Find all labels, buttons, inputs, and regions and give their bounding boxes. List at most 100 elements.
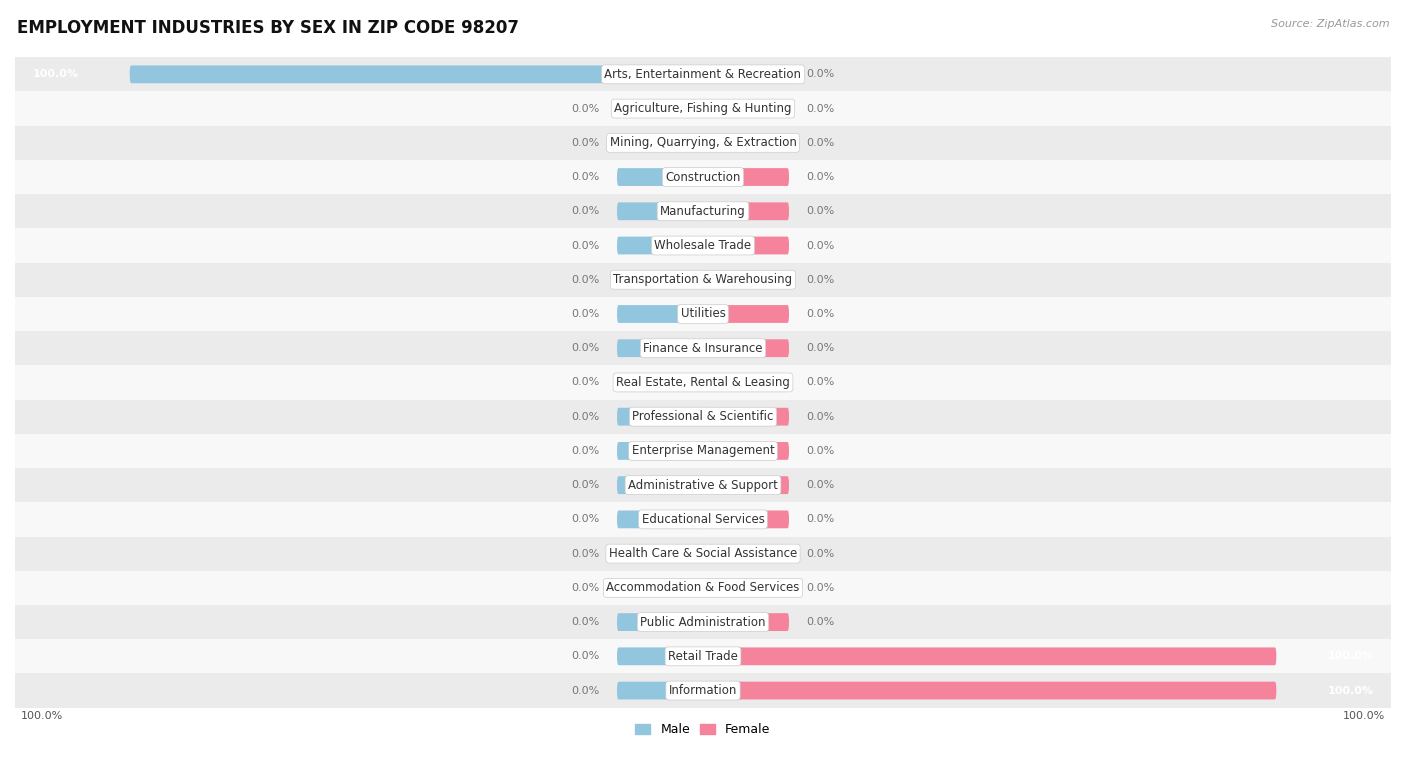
FancyBboxPatch shape [617,99,703,117]
Text: 0.0%: 0.0% [806,583,834,593]
FancyBboxPatch shape [703,203,789,220]
Text: 0.0%: 0.0% [806,172,834,182]
FancyBboxPatch shape [703,305,789,323]
Text: Utilities: Utilities [681,307,725,320]
Text: Agriculture, Fishing & Hunting: Agriculture, Fishing & Hunting [614,102,792,115]
Bar [15,92,1391,126]
Text: Enterprise Management: Enterprise Management [631,445,775,457]
Text: 0.0%: 0.0% [572,480,600,490]
Bar [15,400,1391,434]
Text: 100.0%: 100.0% [1327,685,1374,695]
Text: 0.0%: 0.0% [806,206,834,217]
Text: 0.0%: 0.0% [806,480,834,490]
Bar [15,605,1391,639]
Text: 0.0%: 0.0% [806,138,834,147]
FancyBboxPatch shape [617,476,703,494]
FancyBboxPatch shape [617,134,703,152]
FancyBboxPatch shape [703,339,789,357]
FancyBboxPatch shape [617,168,703,186]
Bar [15,297,1391,331]
Text: 0.0%: 0.0% [806,241,834,251]
Text: Wholesale Trade: Wholesale Trade [654,239,752,252]
Bar [15,331,1391,365]
Text: Retail Trade: Retail Trade [668,650,738,663]
Bar [15,674,1391,708]
Bar [15,126,1391,160]
FancyBboxPatch shape [617,203,703,220]
Text: 0.0%: 0.0% [572,549,600,559]
Text: 0.0%: 0.0% [572,241,600,251]
Text: 0.0%: 0.0% [806,377,834,387]
Text: Transportation & Warehousing: Transportation & Warehousing [613,273,793,286]
Text: 0.0%: 0.0% [806,617,834,627]
Text: 0.0%: 0.0% [806,514,834,525]
FancyBboxPatch shape [617,442,703,460]
FancyBboxPatch shape [703,613,789,631]
Text: Information: Information [669,684,737,697]
Text: 0.0%: 0.0% [572,617,600,627]
Text: Real Estate, Rental & Leasing: Real Estate, Rental & Leasing [616,376,790,389]
Text: 0.0%: 0.0% [572,412,600,421]
Text: 0.0%: 0.0% [806,275,834,285]
FancyBboxPatch shape [617,545,703,563]
Bar [15,536,1391,570]
FancyBboxPatch shape [617,681,703,699]
Bar [15,262,1391,297]
FancyBboxPatch shape [703,476,789,494]
Text: 0.0%: 0.0% [572,651,600,661]
Text: 0.0%: 0.0% [806,343,834,353]
Text: Health Care & Social Assistance: Health Care & Social Assistance [609,547,797,560]
Text: Source: ZipAtlas.com: Source: ZipAtlas.com [1271,19,1389,29]
Bar [15,160,1391,194]
Text: 0.0%: 0.0% [572,583,600,593]
Text: Construction: Construction [665,171,741,184]
Text: Mining, Quarrying, & Extraction: Mining, Quarrying, & Extraction [610,137,796,149]
Bar [15,468,1391,502]
Text: 0.0%: 0.0% [572,172,600,182]
FancyBboxPatch shape [703,271,789,289]
FancyBboxPatch shape [703,168,789,186]
Bar [15,365,1391,400]
FancyBboxPatch shape [617,407,703,425]
Text: EMPLOYMENT INDUSTRIES BY SEX IN ZIP CODE 98207: EMPLOYMENT INDUSTRIES BY SEX IN ZIP CODE… [17,19,519,37]
Text: Arts, Entertainment & Recreation: Arts, Entertainment & Recreation [605,68,801,81]
FancyBboxPatch shape [617,237,703,255]
Text: 0.0%: 0.0% [572,343,600,353]
FancyBboxPatch shape [703,237,789,255]
Text: 0.0%: 0.0% [572,514,600,525]
Bar [15,639,1391,674]
Text: 0.0%: 0.0% [806,446,834,456]
FancyBboxPatch shape [703,65,789,83]
FancyBboxPatch shape [617,271,703,289]
Text: Accommodation & Food Services: Accommodation & Food Services [606,581,800,594]
Text: 100.0%: 100.0% [32,69,79,79]
FancyBboxPatch shape [703,134,789,152]
Bar [15,502,1391,536]
FancyBboxPatch shape [703,681,1277,699]
Text: 0.0%: 0.0% [806,412,834,421]
FancyBboxPatch shape [703,407,789,425]
Text: 0.0%: 0.0% [806,549,834,559]
Text: Professional & Scientific: Professional & Scientific [633,411,773,423]
Text: 100.0%: 100.0% [1343,711,1385,721]
Text: 0.0%: 0.0% [806,69,834,79]
FancyBboxPatch shape [617,305,703,323]
Bar [15,57,1391,92]
Text: Educational Services: Educational Services [641,513,765,526]
Text: 0.0%: 0.0% [572,275,600,285]
FancyBboxPatch shape [617,511,703,528]
Bar [15,228,1391,262]
FancyBboxPatch shape [703,545,789,563]
FancyBboxPatch shape [617,373,703,391]
Text: Administrative & Support: Administrative & Support [628,479,778,492]
Text: 0.0%: 0.0% [806,309,834,319]
Bar [15,434,1391,468]
Legend: Male, Female: Male, Female [630,718,776,741]
FancyBboxPatch shape [617,647,703,665]
FancyBboxPatch shape [703,511,789,528]
FancyBboxPatch shape [703,647,1277,665]
Text: 100.0%: 100.0% [21,711,63,721]
Bar [15,570,1391,605]
FancyBboxPatch shape [617,579,703,597]
FancyBboxPatch shape [703,99,789,117]
